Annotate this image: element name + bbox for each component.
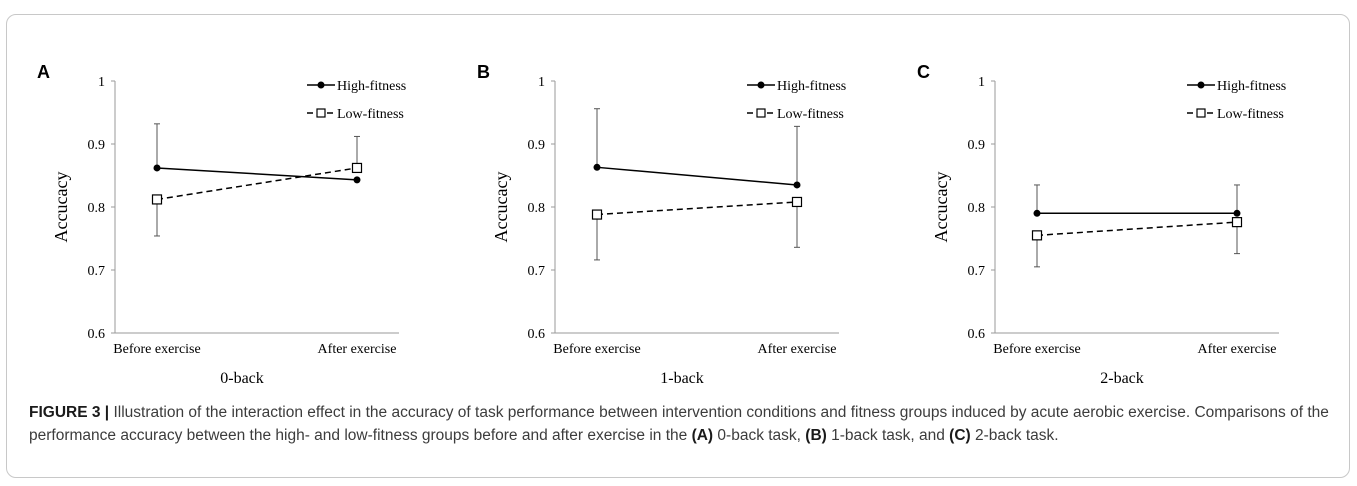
y-tick-label: 0.7 bbox=[528, 264, 546, 279]
chart-2-svg: 0.6 0.7 0.8 0.9 1 Before exercise After exerci… bbox=[931, 75, 1286, 387]
data-point-low-fitness bbox=[791, 196, 803, 208]
y-tick-label: 0.7 bbox=[88, 264, 106, 279]
legend-label: Low-fitness bbox=[777, 107, 844, 122]
legend-label: High-fitness bbox=[337, 79, 406, 94]
caption-ref-c: (C) bbox=[949, 427, 971, 444]
series-line-high-fitness bbox=[596, 166, 798, 186]
x-tick-label: After exercise bbox=[318, 342, 397, 357]
legend-marker-circle bbox=[317, 81, 325, 89]
panel-b: B 0.6 0.7 0.8 0.9 1 Before exercise After exer… bbox=[447, 37, 887, 401]
panel-a: A 0.6 0.7 0.8 0.9 1 Before exercise After exer… bbox=[7, 37, 447, 401]
data-point-high-fitness bbox=[153, 164, 161, 172]
caption-text-4: 2-back task. bbox=[970, 427, 1059, 444]
data-point-low-fitness bbox=[151, 194, 163, 205]
data-point-high-fitness bbox=[1033, 209, 1041, 217]
legend-label: High-fitness bbox=[777, 79, 846, 94]
x-axis-title: 1-back bbox=[660, 370, 704, 387]
legend-label: Low-fitness bbox=[1217, 107, 1284, 122]
data-point-high-fitness bbox=[593, 163, 601, 171]
panel-letter: A bbox=[37, 62, 50, 82]
x-tick-label: Before exercise bbox=[993, 342, 1080, 357]
figure-frame: A 0.6 0.7 0.8 0.9 1 Before exercise After exer… bbox=[6, 14, 1350, 478]
data-point-high-fitness bbox=[353, 176, 361, 184]
legend-label: Low-fitness bbox=[337, 107, 404, 122]
y-tick-label: 0.9 bbox=[528, 138, 546, 153]
data-point-low-fitness bbox=[1031, 230, 1043, 241]
caption-ref-b: (B) bbox=[805, 427, 827, 444]
y-tick-label: 0.9 bbox=[88, 138, 106, 153]
y-tick-label: 0.6 bbox=[528, 327, 546, 342]
caption-ref-a: (A) bbox=[691, 427, 714, 444]
legend-marker-circle bbox=[1197, 81, 1205, 89]
legend-marker-square bbox=[316, 108, 326, 118]
y-tick-label: 0.8 bbox=[88, 201, 106, 216]
data-point-low-fitness bbox=[351, 162, 363, 174]
legend-marker-square bbox=[1196, 108, 1206, 118]
x-axis-title: 2-back bbox=[1100, 370, 1144, 387]
y-tick-label: 0.6 bbox=[968, 327, 986, 342]
x-tick-label: After exercise bbox=[758, 342, 837, 357]
x-tick-label: Before exercise bbox=[553, 342, 640, 357]
chart-0-svg: 0.6 0.7 0.8 0.9 1 Before exercise After exerci… bbox=[51, 75, 406, 387]
caption-text-3: 1-back task, and bbox=[826, 427, 950, 444]
caption-text-1: Illustration of the interaction effect i… bbox=[29, 404, 1329, 444]
y-axis-title: Accucacy bbox=[931, 172, 951, 243]
panel-letter: B bbox=[477, 62, 490, 82]
caption-label: FIGURE 3 | bbox=[29, 404, 110, 421]
series-line-low-fitness bbox=[156, 167, 358, 201]
x-tick-label: After exercise bbox=[1198, 342, 1277, 357]
data-point-high-fitness bbox=[793, 181, 801, 189]
y-axis-title: Accucacy bbox=[491, 172, 511, 243]
data-point-high-fitness bbox=[1233, 209, 1241, 217]
series-line-low-fitness bbox=[1036, 221, 1238, 237]
y-tick-label: 0.7 bbox=[968, 264, 986, 279]
legend-marker-circle bbox=[757, 81, 765, 89]
figure-caption: FIGURE 3 | Illustration of the interacti… bbox=[29, 401, 1339, 447]
series-line-high-fitness bbox=[156, 167, 358, 181]
x-tick-label: Before exercise bbox=[113, 342, 200, 357]
y-axis-title: Accucacy bbox=[51, 172, 71, 243]
panel-letter: C bbox=[917, 62, 930, 82]
y-tick-label: 1 bbox=[98, 75, 105, 90]
x-axis-title: 0-back bbox=[220, 370, 264, 387]
legend-label: High-fitness bbox=[1217, 79, 1286, 94]
panel-c: C 0.6 0.7 0.8 0.9 1 Before exercise After exer… bbox=[887, 37, 1327, 401]
y-tick-label: 0.8 bbox=[528, 201, 546, 216]
series-line-low-fitness bbox=[596, 201, 798, 216]
y-tick-label: 0.8 bbox=[968, 201, 986, 216]
legend-marker-square bbox=[756, 108, 766, 118]
chart-1-svg: 0.6 0.7 0.8 0.9 1 Before exercise After exerci… bbox=[491, 75, 846, 387]
data-point-low-fitness bbox=[1231, 217, 1243, 228]
y-tick-label: 0.9 bbox=[968, 138, 986, 153]
y-tick-label: 1 bbox=[538, 75, 545, 90]
data-point-low-fitness bbox=[591, 209, 603, 220]
caption-text-2: 0-back task, bbox=[713, 427, 806, 444]
y-tick-label: 0.6 bbox=[88, 327, 106, 342]
y-tick-label: 1 bbox=[978, 75, 985, 90]
